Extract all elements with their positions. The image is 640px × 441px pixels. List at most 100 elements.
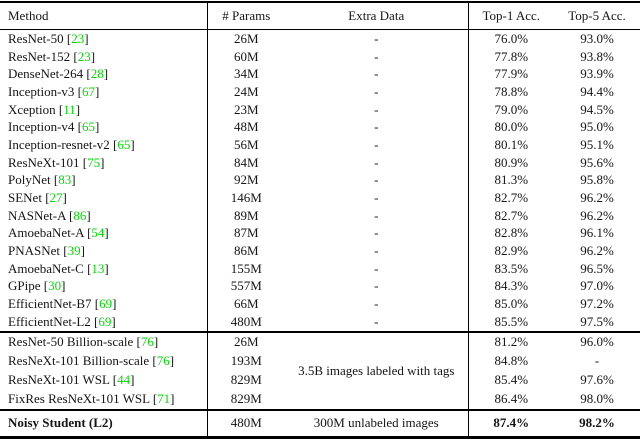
top5-accuracy-cell: 94.5% [580, 101, 614, 117]
params-cell: 24M [233, 83, 259, 99]
extra-data-cell: - [285, 277, 469, 296]
method-name: ResNet-50 [8, 30, 64, 46]
citation-link[interactable]: 76 [140, 334, 154, 350]
method-cell: AmoebaNet-A [54] [0, 224, 208, 243]
params-cell: 48M [233, 119, 259, 135]
table-row: SENet [27] 146M - 82.7% 96.2% [0, 189, 640, 207]
top5-accuracy-cell: 96.1% [580, 225, 614, 241]
citation-link[interactable]: 71 [157, 391, 171, 407]
top1-accuracy-cell: 85.4% [494, 372, 529, 388]
top5-accuracy-cell: 95.6% [580, 154, 614, 170]
params-cell: 87M [233, 225, 259, 241]
method-cell: GPipe [30] [0, 277, 208, 296]
method-name: Inception-v3 [8, 83, 75, 99]
table-row: ResNet-50 [23] 26M - 76.0% 93.0% [0, 29, 640, 48]
extra-data-cell: - [285, 83, 469, 101]
top5-accuracy-cell: 93.9% [580, 66, 614, 82]
column-header-method: Method [0, 2, 208, 30]
citation-link[interactable]: 65 [82, 119, 96, 135]
citation-link[interactable]: 75 [87, 154, 101, 170]
top5-accuracy-cell: 95.0% [580, 119, 614, 135]
extra-data-cell: - [285, 189, 469, 207]
extra-data-cell: - [285, 206, 469, 225]
table-header: Method # Params Extra Data Top-1 Acc. To… [0, 2, 640, 30]
method-name: SENet [8, 190, 42, 206]
table-row: ResNeXt-101 Billion-scale [76] 193M 84.8% - [0, 351, 640, 371]
table-row: Inception-v3 [67] 24M - 78.8% 94.4% [0, 83, 640, 101]
top5-accuracy-cell: 98.2% [554, 408, 640, 438]
method-name: EfficientNet-L2 [8, 313, 91, 329]
section-extra-data-models: ResNet-50 Billion-scale [76] 26M 3.5B imag… [0, 330, 640, 410]
top1-accuracy-cell: 82.7% [494, 190, 529, 206]
citation-link[interactable]: 65 [117, 136, 131, 152]
top1-accuracy-cell: 80.0% [494, 119, 529, 135]
params-cell: 193M [230, 353, 262, 369]
citation-link[interactable]: 69 [99, 296, 113, 312]
citation-link[interactable]: 54 [91, 225, 105, 241]
top5-accuracy-cell: 93.8% [580, 48, 614, 64]
top1-accuracy-cell: 78.8% [494, 83, 529, 99]
citation-link[interactable]: 69 [98, 313, 112, 329]
method-cell: PolyNet [83] [0, 171, 208, 190]
method-name: ResNeXt-101 WSL [8, 372, 110, 388]
extra-data-cell: 300M unlabeled images [285, 408, 469, 438]
section-noisy-student: Noisy Student (L2) 480M 300M unlabeled ima… [0, 408, 640, 438]
method-name: ResNet-152 [8, 48, 71, 64]
params-cell: 155M [230, 260, 262, 276]
params-cell: 92M [233, 172, 259, 188]
method-name: ResNet-50 Billion-scale [8, 334, 134, 350]
params-cell: 146M [230, 190, 262, 206]
method-cell: FixRes ResNeXt-101 WSL [71] [0, 389, 208, 410]
table-row: ResNet-152 [23] 60M - 77.8% 93.8% [0, 47, 640, 66]
extra-data-cell: - [285, 47, 469, 66]
citation-link[interactable]: 27 [49, 190, 63, 206]
citation-link[interactable]: 44 [117, 372, 131, 388]
citation-link[interactable]: 39 [67, 243, 81, 259]
extra-data-cell: - [285, 100, 469, 119]
params-cell: 84M [233, 154, 259, 170]
extra-data-merged-cell: 3.5B images labeled with tags [285, 330, 469, 410]
method-cell: ResNeXt-101 Billion-scale [76] [0, 351, 208, 371]
top1-accuracy-cell: 84.8% [494, 353, 529, 369]
method-cell: SENet [27] [0, 189, 208, 207]
method-name: AmoebaNet-A [8, 225, 84, 241]
method-cell: NASNet-A [86] [0, 206, 208, 225]
params-cell: 829M [230, 372, 262, 388]
citation-link[interactable]: 23 [77, 48, 91, 64]
citation-link[interactable]: 86 [73, 207, 87, 223]
table-row: EfficientNet-B7 [69] 66M - 85.0% 97.2% [0, 295, 640, 313]
citation-link[interactable]: 28 [90, 66, 104, 82]
citation-link[interactable]: 83 [58, 172, 72, 188]
top5-accuracy-cell: 96.2% [580, 243, 614, 259]
top1-accuracy-cell: 76.0% [494, 30, 529, 46]
method-name: PNASNet [8, 243, 61, 259]
top1-accuracy-cell: 82.8% [494, 225, 529, 241]
top1-accuracy-cell: 85.0% [494, 296, 529, 312]
method-name: GPipe [8, 278, 41, 294]
citation-link[interactable]: 67 [82, 83, 96, 99]
table-row: Inception-v4 [65] 48M - 80.0% 95.0% [0, 118, 640, 137]
table-row: PNASNet [39] 86M - 82.9% 96.2% [0, 242, 640, 260]
top1-accuracy-cell: 77.9% [494, 66, 529, 82]
citation-link[interactable]: 30 [48, 278, 62, 294]
citation-link[interactable]: 23 [71, 30, 85, 46]
table-row: Noisy Student (L2) 480M 300M unlabeled ima… [0, 408, 640, 438]
citation-link[interactable]: 76 [156, 353, 170, 369]
top1-accuracy-cell: 82.9% [494, 243, 529, 259]
extra-data-cell: - [285, 259, 469, 278]
top5-accuracy-cell: 96.5% [580, 260, 614, 276]
table-row: ResNet-50 Billion-scale [76] 26M 3.5B imag… [0, 330, 640, 410]
top1-accuracy-cell: 81.2% [468, 330, 554, 352]
top1-accuracy-cell: 81.3% [494, 172, 529, 188]
top1-accuracy-cell: 80.9% [494, 154, 529, 170]
citation-link[interactable]: 13 [91, 260, 105, 276]
method-name: AmoebaNet-C [8, 260, 84, 276]
top5-accuracy-cell: 93.0% [580, 30, 614, 46]
table-row: ResNeXt-101 [75] 84M - 80.9% 95.6% [0, 153, 640, 172]
extra-data-cell: - [285, 65, 469, 84]
column-header-extra-data: Extra Data [285, 2, 469, 30]
citation-link[interactable]: 11 [63, 101, 76, 117]
method-name: Xception [8, 101, 56, 117]
method-name: NASNet-A [8, 207, 66, 223]
